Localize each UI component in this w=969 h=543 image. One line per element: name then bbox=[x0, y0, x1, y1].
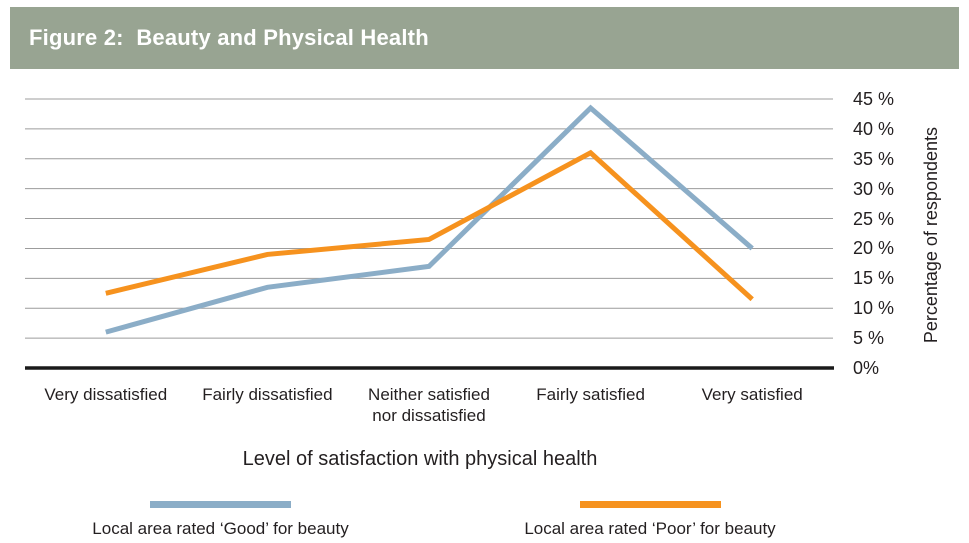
x-axis-title: Level of satisfaction with physical heal… bbox=[242, 448, 598, 470]
series-line-good bbox=[105, 104, 754, 335]
legend-item-good: Local area rated ‘Good’ for beauty bbox=[78, 501, 363, 539]
legend-item-poor: Local area rated ‘Poor’ for beauty bbox=[505, 501, 795, 539]
x-category-label: Fairly satisfied bbox=[536, 385, 645, 404]
y-tick-label: 5 % bbox=[853, 328, 885, 349]
y-axis-title: Percentage of respondents bbox=[920, 126, 941, 344]
y-tick-label: 30 % bbox=[853, 178, 895, 199]
figure-title: Figure 2: Beauty and Physical Health bbox=[29, 25, 429, 50]
y-tick-label: 25 % bbox=[853, 208, 895, 229]
figure-header-bar: Figure 2: Beauty and Physical Health bbox=[10, 7, 959, 69]
y-tick-label: 35 % bbox=[853, 148, 895, 169]
legend-swatch-good bbox=[150, 501, 291, 508]
x-category-label: Very satisfied bbox=[701, 385, 803, 404]
y-tick-label: 10 % bbox=[853, 298, 895, 319]
legend-label-poor: Local area rated ‘Poor’ for beauty bbox=[524, 519, 776, 538]
x-category-label: Neither satisfied nor dissatisfied bbox=[368, 385, 490, 425]
x-category-label: Fairly dissatisfied bbox=[202, 385, 333, 404]
y-tick-label: 20 % bbox=[853, 238, 895, 259]
legend-swatch-poor bbox=[579, 501, 721, 508]
y-tick-label: 45 % bbox=[853, 89, 895, 109]
y-tick-label: 15 % bbox=[853, 268, 895, 289]
y-tick-label: 0% bbox=[853, 358, 880, 378]
x-category-label: Very dissatisfied bbox=[44, 385, 168, 404]
series-line-poor bbox=[105, 149, 754, 302]
y-tick-label: 40 % bbox=[853, 118, 895, 139]
y-axis-title-wrap: Percentage of respondents bbox=[916, 95, 946, 375]
legend-label-good: Local area rated ‘Good’ for beauty bbox=[92, 519, 349, 538]
